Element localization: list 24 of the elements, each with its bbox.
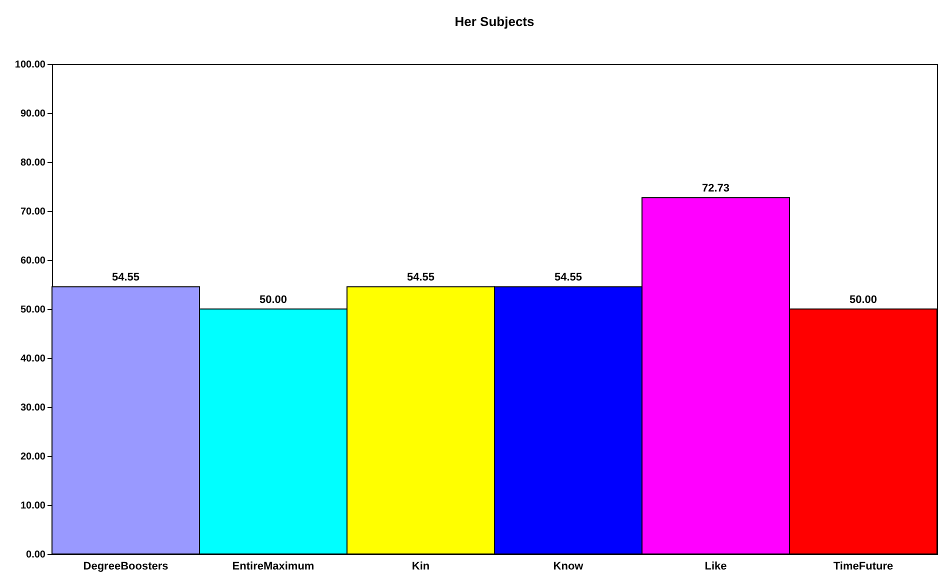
y-tick-label: 40.00: [20, 354, 46, 364]
data-label: 54.55: [554, 272, 582, 284]
x-tick-label: Know: [553, 560, 584, 572]
y-tick-label: 0.00: [26, 550, 46, 560]
y-tick-label: 100.00: [14, 60, 46, 70]
x-tick-label: Kin: [412, 560, 430, 572]
y-tick-label: 50.00: [20, 304, 46, 316]
y-tick-label: 90.00: [20, 108, 46, 120]
data-label: 50.00: [849, 294, 878, 306]
x-tick-label: Like: [704, 560, 727, 572]
x-tick-label: TimeFuture: [833, 560, 894, 572]
y-tick-label: 80.00: [20, 158, 46, 168]
y-tick-label: 70.00: [20, 206, 46, 218]
chart-title: Her Subjects: [454, 14, 534, 29]
x-tick-label: DegreeBoosters: [83, 560, 168, 572]
data-label: 54.55: [406, 272, 435, 284]
y-tick-label: 20.00: [20, 452, 46, 462]
data-label: 54.55: [112, 272, 140, 284]
y-tick-label: 60.00: [20, 256, 46, 266]
y-tick-label: 30.00: [20, 402, 46, 414]
data-label: 50.00: [259, 294, 288, 306]
data-label: 72.73: [702, 182, 730, 195]
y-tick-label: 10.00: [20, 500, 46, 512]
x-tick-label: EntireMaximum: [232, 560, 314, 572]
